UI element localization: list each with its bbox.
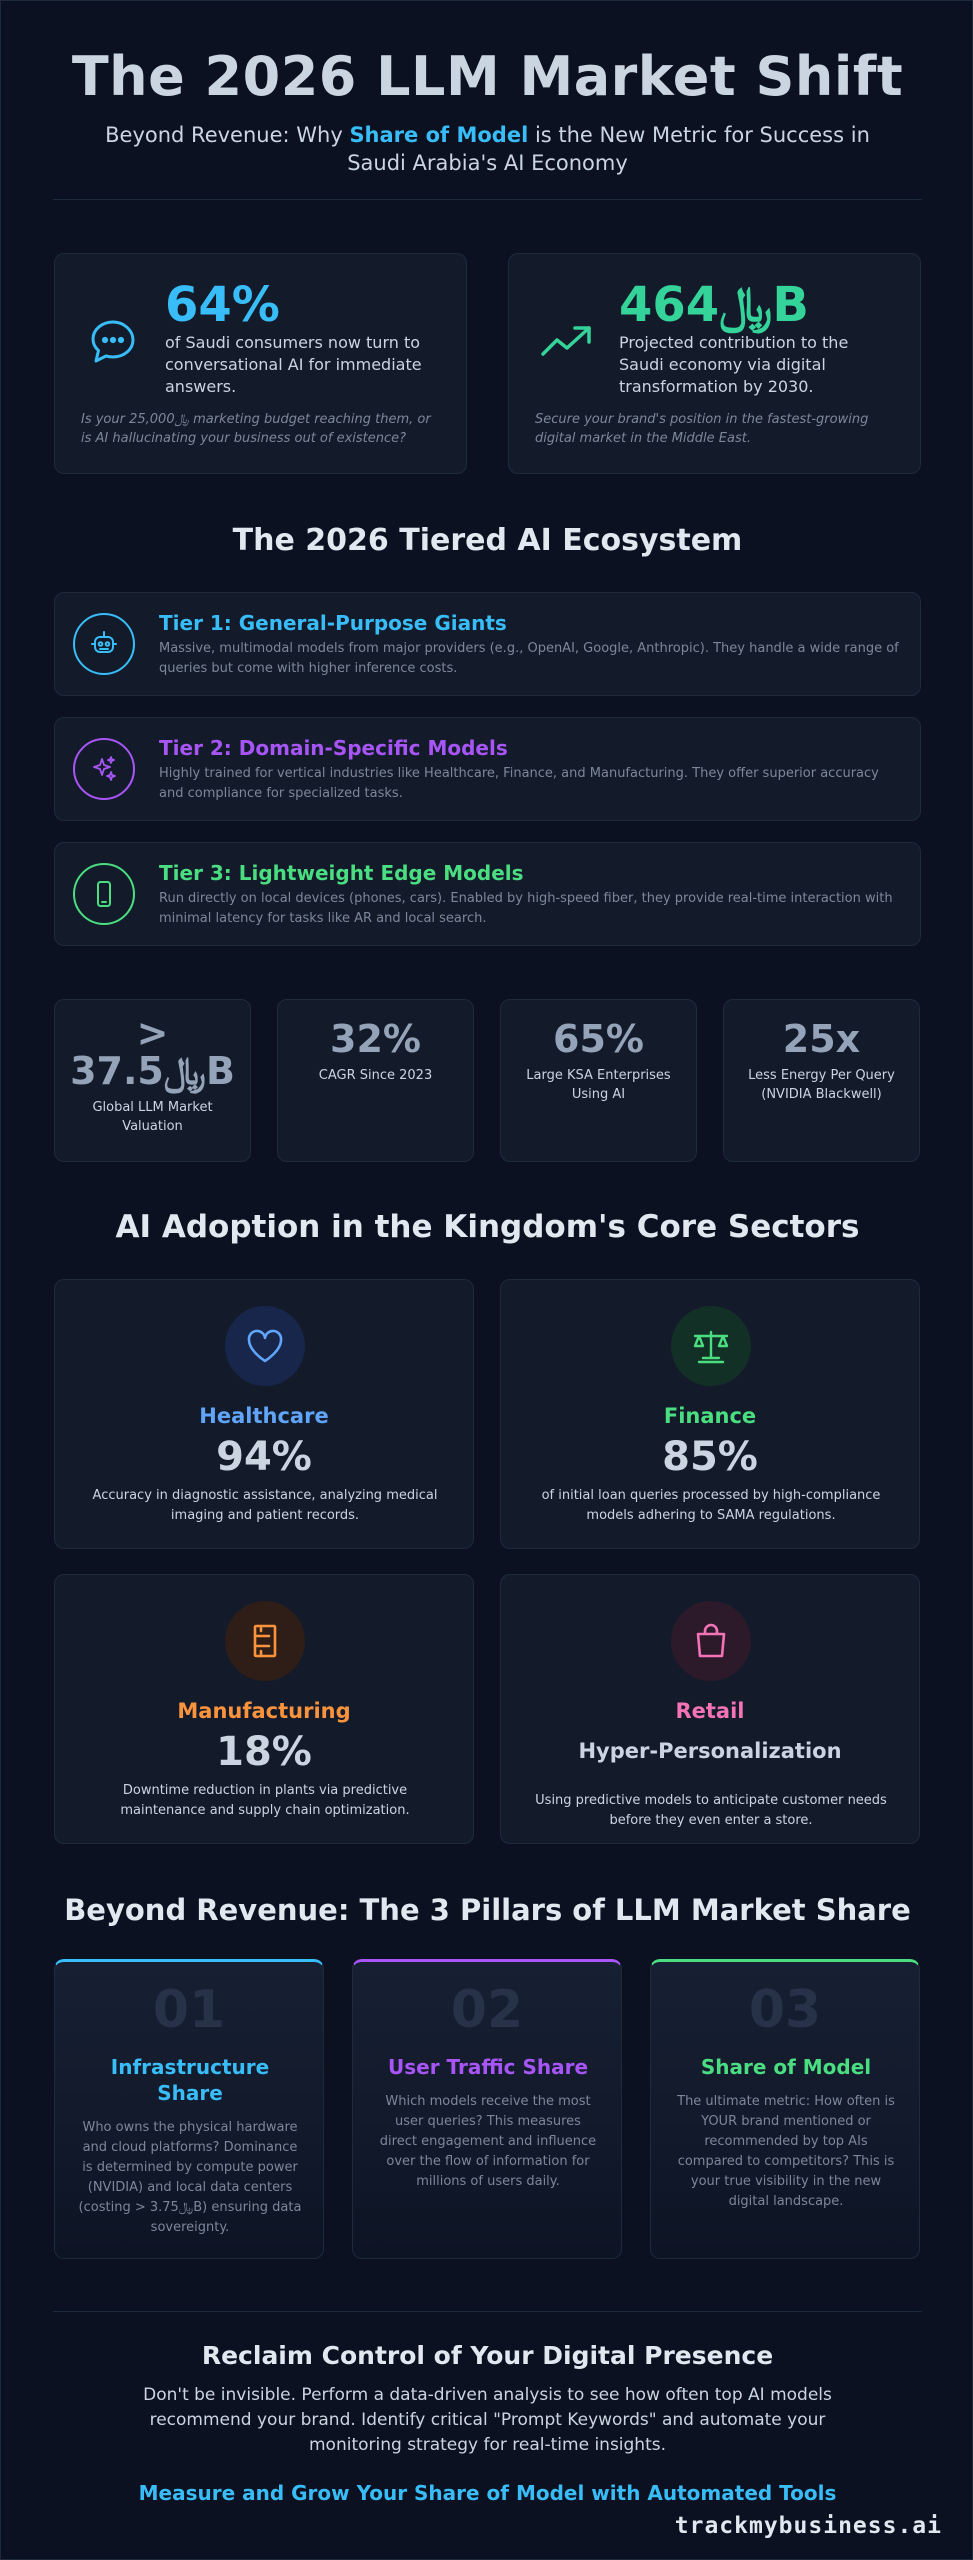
- stat-value-line2: 37.5﷼B: [70, 1049, 235, 1093]
- sectors-section-title: AI Adoption in the Kingdom's Core Sector…: [115, 1209, 860, 1245]
- hero-card-consumers: 64% of Saudi consumers now turn to conve…: [54, 253, 467, 474]
- sector-name: Finance: [663, 1404, 757, 1428]
- cta-title: Reclaim Control of Your Digital Presence: [201, 2341, 774, 2370]
- pillar-card-2: 02 User Traffic Share Which models recei…: [352, 1959, 622, 2259]
- header-divider: [53, 199, 922, 200]
- stat-label: Less Energy Per Query (NVIDIA Blackwell): [748, 1068, 895, 1102]
- shopping-bag-icon: [671, 1601, 751, 1681]
- hero-value: 64%: [165, 277, 280, 333]
- stat-label: Global LLM Market Valuation: [92, 1100, 213, 1134]
- chat-bubble-icon: [85, 314, 141, 370]
- sector-description: Accuracy in diagnostic assistance, analy…: [92, 1488, 438, 1523]
- stat-card-valuation: > 37.5﷼B Global LLM Market Valuation: [54, 999, 251, 1162]
- tier-card-1: Tier 1: General-Purpose Giants Massive, …: [54, 592, 921, 696]
- page-subtitle: Beyond Revenue: Why Share of Model is th…: [98, 121, 878, 177]
- pillar-card-3: 03 Share of Model The ultimate metric: H…: [650, 1959, 920, 2259]
- stat-value: 25x: [782, 1017, 861, 1061]
- tiers-section-title: The 2026 Tiered AI Ecosystem: [232, 523, 743, 558]
- tier-description: Highly trained for vertical industries l…: [159, 766, 879, 801]
- stat-card-energy: 25x Less Energy Per Query (NVIDIA Blackw…: [723, 999, 920, 1162]
- hero-description: Projected contribution to the Saudi econ…: [619, 333, 849, 396]
- pillar-name: Infrastructure Share: [110, 2055, 270, 2105]
- sector-description: of initial loan queries processed by hig…: [541, 1488, 881, 1523]
- hero-value: 464﷼B: [619, 277, 809, 333]
- subtitle-highlight: Share of Model: [349, 123, 529, 147]
- pillar-number: 01: [152, 1980, 226, 2040]
- hero-note: Is your 25,000﷼ marketing budget reachin…: [81, 412, 431, 446]
- sector-value: 94%: [216, 1434, 312, 1480]
- pillar-name: User Traffic Share: [387, 2055, 589, 2079]
- sector-name: Retail: [675, 1699, 745, 1723]
- stat-card-cagr: 32% CAGR Since 2023: [277, 999, 474, 1162]
- sector-value: 85%: [662, 1434, 758, 1480]
- stat-value: 65%: [553, 1017, 644, 1061]
- pillars-section-title: Beyond Revenue: The 3 Pillars of LLM Mar…: [64, 1893, 911, 1927]
- smartphone-icon: [73, 863, 135, 925]
- stat-label: Large KSA Enterprises Using AI: [526, 1068, 671, 1102]
- sector-card-finance: Finance 85% of initial loan queries proc…: [500, 1279, 920, 1549]
- tier-name: Tier 1: General-Purpose Giants: [159, 611, 507, 635]
- factory-icon: [225, 1601, 305, 1681]
- hero-description: of Saudi consumers now turn to conversat…: [165, 333, 422, 396]
- robot-icon: [73, 613, 135, 675]
- tier-card-2: Tier 2: Domain-Specific Models Highly tr…: [54, 717, 921, 821]
- hero-card-economy: 464﷼B Projected contribution to the Saud…: [508, 253, 921, 474]
- sector-description: Using predictive models to anticipate cu…: [535, 1793, 887, 1828]
- sector-value: 18%: [216, 1729, 312, 1775]
- hero-note: Secure your brand's position in the fast…: [535, 412, 869, 446]
- pillar-name: Share of Model: [700, 2055, 872, 2079]
- stat-value: > 37.5﷼B: [55, 1014, 250, 1090]
- sector-card-manufacturing: Manufacturing 18% Downtime reduction in …: [54, 1574, 474, 1844]
- tier-card-3: Tier 3: Lightweight Edge Models Run dire…: [54, 842, 921, 946]
- header: The 2026 LLM Market Shift Beyond Revenue…: [1, 41, 973, 177]
- cta-body: Don't be invisible. Perform a data-drive…: [143, 2385, 832, 2455]
- pillar-number: 03: [748, 1980, 822, 2040]
- sector-description: Downtime reduction in plants via predict…: [120, 1783, 410, 1818]
- stat-value: 32%: [330, 1017, 421, 1061]
- subtitle-pre: Beyond Revenue: Why: [105, 123, 350, 147]
- pillar-description: The ultimate metric: How often is YOUR b…: [677, 2094, 895, 2209]
- pillar-card-1: 01 Infrastructure Share Who owns the phy…: [54, 1959, 324, 2259]
- pillar-number: 02: [450, 1980, 524, 2040]
- brand-wordmark: trackmybusiness.ai: [674, 2513, 942, 2539]
- sector-name: Healthcare: [199, 1404, 329, 1428]
- sector-card-healthcare: Healthcare 94% Accuracy in diagnostic as…: [54, 1279, 474, 1549]
- pillar-description: Who owns the physical hardware and cloud…: [78, 2120, 302, 2235]
- bank-scale-icon: [671, 1306, 751, 1386]
- sparkles-icon: [73, 738, 135, 800]
- pillar-description: Which models receive the most user queri…: [379, 2094, 597, 2189]
- tier-description: Run directly on local devices (phones, c…: [159, 891, 893, 926]
- trend-up-icon: [539, 314, 595, 370]
- cta-divider: [53, 2311, 922, 2312]
- subtitle-post: is the New Metric for Success in Saudi A…: [347, 123, 870, 175]
- heart-icon: [225, 1306, 305, 1386]
- sector-name: Manufacturing: [177, 1699, 351, 1723]
- page-title: The 2026 LLM Market Shift: [71, 45, 904, 108]
- tier-name: Tier 2: Domain-Specific Models: [159, 736, 508, 760]
- stat-label: CAGR Since 2023: [318, 1068, 433, 1083]
- cta-link[interactable]: Measure and Grow Your Share of Model wit…: [138, 2481, 837, 2505]
- stat-value-line1: >: [136, 1011, 169, 1055]
- sector-subtitle: Hyper-Personalization: [578, 1739, 842, 1763]
- tier-name: Tier 3: Lightweight Edge Models: [159, 861, 524, 885]
- stat-card-enterprises: 65% Large KSA Enterprises Using AI: [500, 999, 697, 1162]
- tier-description: Massive, multimodal models from major pr…: [159, 641, 899, 676]
- sector-card-retail: Retail Hyper-Personalization Using predi…: [500, 1574, 920, 1844]
